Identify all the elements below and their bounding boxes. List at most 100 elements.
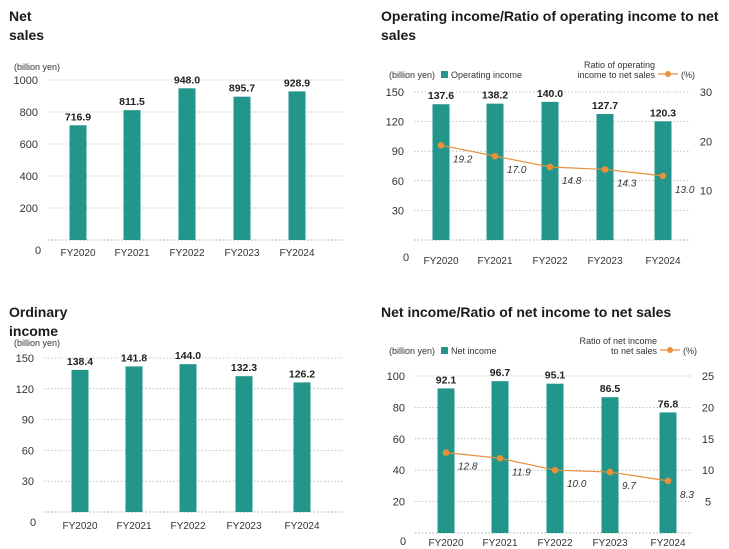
x-tick-label: FY2021 [116, 521, 151, 532]
y-tick-label: 90 [22, 415, 34, 427]
bar-fy2020 [69, 125, 87, 240]
ratio-value-label: 14.8 [562, 176, 582, 187]
bar-fy2022 [546, 383, 564, 533]
y-tick-label: 600 [20, 139, 38, 151]
legend-line-label: Ratio of net income [579, 336, 657, 346]
chart-title: Operating income/Ratio of operating inco… [381, 8, 719, 43]
bar-value-label: 96.7 [490, 367, 511, 379]
y-axis-unit-label: (billion yen) [389, 70, 435, 80]
x-tick-label: FY2024 [284, 521, 319, 532]
ratio-point-fy2024 [659, 172, 667, 180]
x-tick-label: FY2022 [170, 521, 205, 532]
ratio-point-fy2020 [437, 141, 445, 149]
x-tick-label: FY2020 [62, 521, 97, 532]
x-tick-label: FY2022 [169, 248, 204, 259]
y-tick-label: 0 [400, 536, 406, 548]
ratio-point-fy2024 [664, 477, 672, 485]
y-tick-label: 30 [392, 205, 404, 217]
y-tick-label: 60 [392, 176, 404, 188]
y-tick-label: 100 [387, 371, 405, 383]
ratio-point-fy2020 [442, 449, 450, 456]
bar-fy2024 [654, 121, 672, 240]
ratio-point-fy2022 [551, 466, 559, 474]
bar-fy2023 [235, 376, 253, 512]
y-axis-unit-label: (billion yen) [14, 338, 60, 348]
bar-value-label: 120.3 [650, 107, 676, 119]
bar-value-label: 126.2 [289, 368, 315, 380]
y2-tick-label: 20 [700, 136, 712, 148]
bar-fy2023 [601, 397, 619, 533]
x-tick-label: FY2020 [60, 248, 95, 259]
chart-title: Ordinary income [9, 304, 68, 339]
y-tick-label: 120 [16, 384, 34, 396]
chart-title: Net income/Ratio of net income to net sa… [381, 304, 672, 320]
bar-fy2020 [432, 104, 450, 240]
y-tick-label: 150 [386, 87, 404, 99]
y-axis-unit-label: (billion yen) [14, 62, 60, 72]
y-tick-label: 40 [393, 465, 405, 477]
y2-tick-label: 30 [700, 87, 712, 99]
bar-fy2022 [179, 364, 197, 512]
legend-line-label: Ratio of operating [584, 60, 655, 70]
x-tick-label: FY2021 [114, 248, 149, 259]
y-tick-label: 20 [393, 497, 405, 509]
bar-value-label: 716.9 [65, 111, 91, 123]
x-tick-label: FY2022 [537, 538, 572, 549]
bar-value-label: 948.0 [174, 74, 200, 86]
bar-fy2023 [596, 114, 614, 240]
legend-bar-label: Operating income [451, 70, 522, 80]
y2-tick-label: 5 [705, 497, 711, 509]
ratio-value-label: 12.8 [458, 462, 478, 473]
y-tick-label: 800 [20, 107, 38, 119]
y-tick-label: 30 [22, 476, 34, 488]
bar-fy2020 [71, 369, 89, 512]
bar-value-label: 76.8 [658, 398, 679, 410]
bar-fy2020 [437, 388, 455, 533]
legend-bar-label: Net income [451, 346, 497, 356]
x-tick-label: FY2023 [587, 256, 622, 267]
ratio-point-fy2023 [606, 468, 614, 476]
ratio-point-fy2021 [496, 454, 504, 462]
bar-fy2022 [541, 101, 559, 240]
bar-value-label: 137.6 [428, 90, 454, 102]
legend-line-label: income to net sales [577, 70, 655, 80]
x-tick-label: FY2024 [650, 538, 685, 549]
legend-line-marker [665, 71, 671, 77]
bar-value-label: 144.0 [175, 350, 201, 362]
y-tick-label: 120 [386, 117, 404, 129]
x-tick-label: FY2021 [482, 538, 517, 549]
y2-tick-label: 25 [702, 371, 714, 383]
legend-line-marker [667, 347, 673, 353]
x-tick-label: FY2020 [428, 538, 463, 549]
bar-value-label: 132.3 [231, 362, 257, 374]
bar-value-label: 811.5 [119, 96, 145, 108]
y-tick-label: 400 [20, 171, 38, 183]
ratio-value-label: 10.0 [567, 479, 587, 490]
ratio-value-label: 14.3 [617, 178, 637, 189]
legend-bar-swatch [441, 347, 448, 354]
y-tick-label: 1000 [14, 75, 38, 87]
bar-fy2022 [178, 88, 196, 240]
bar-value-label: 141.8 [121, 352, 147, 364]
bar-value-label: 928.9 [284, 77, 310, 89]
ratio-value-label: 9.7 [622, 481, 636, 492]
bar-fy2021 [123, 110, 141, 240]
bar-value-label: 138.4 [67, 356, 93, 368]
ratio-value-label: 19.2 [453, 154, 473, 165]
y2-axis-unit-label: (%) [681, 70, 695, 80]
bar-fy2024 [293, 382, 311, 512]
ratio-point-fy2021 [491, 152, 499, 160]
y-tick-label: 150 [16, 353, 34, 365]
bar-value-label: 140.0 [537, 88, 563, 100]
x-tick-label: FY2023 [592, 538, 627, 549]
x-tick-label: FY2024 [645, 256, 680, 267]
y-tick-label: 60 [22, 445, 34, 457]
bar-fy2024 [659, 412, 677, 533]
bar-value-label: 138.2 [482, 90, 508, 102]
x-tick-label: FY2024 [279, 248, 314, 259]
legend-line-label: to net sales [611, 346, 658, 356]
y-tick-label: 80 [393, 402, 405, 414]
x-tick-label: FY2021 [477, 256, 512, 267]
